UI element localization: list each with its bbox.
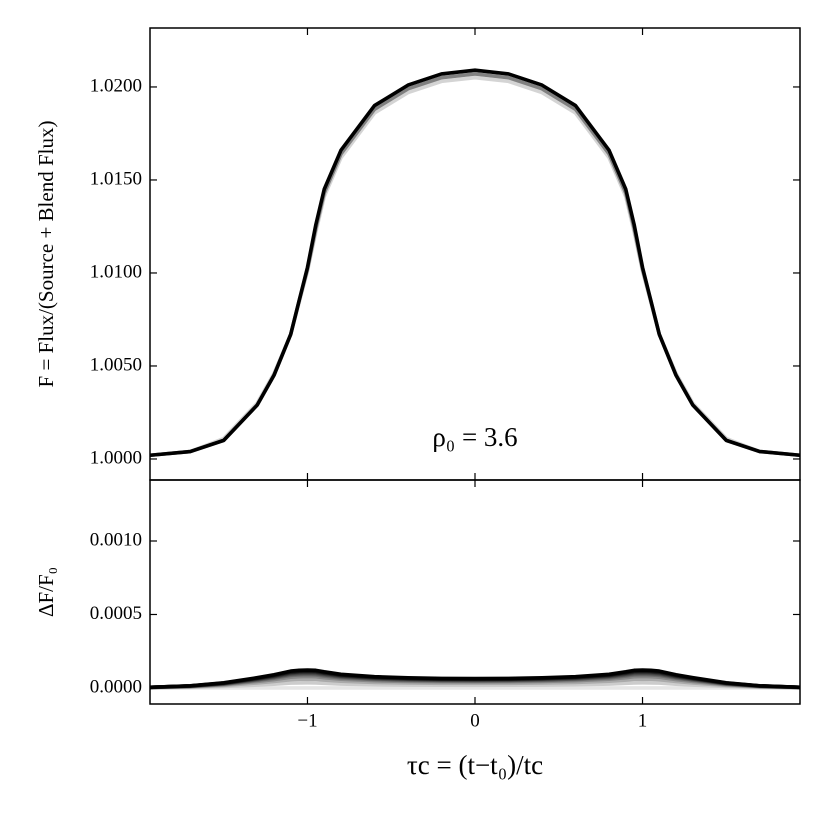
- y-tick-label: 1.0150: [90, 168, 142, 189]
- x-axis-label: τc = (t−t₀)/tc: [407, 750, 543, 780]
- y-axis-label: ΔF/F₀: [34, 567, 58, 617]
- y-axis-label: F = Flux/(Source + Blend Flux): [34, 121, 58, 388]
- y-tick-label: 0.0010: [90, 529, 142, 550]
- annotation: ρ₀ = 3.6: [432, 422, 517, 452]
- x-tick-label: 1: [638, 710, 648, 731]
- x-tick-label: 0: [470, 710, 480, 731]
- y-tick-label: 0.0000: [90, 676, 142, 697]
- series-line: [150, 68, 800, 458]
- y-tick-label: 1.0050: [90, 354, 142, 375]
- series-line: [150, 72, 800, 458]
- y-tick-label: 1.0200: [90, 75, 142, 96]
- y-tick-label: 0.0005: [90, 603, 142, 624]
- series-line: [150, 668, 800, 690]
- y-tick-label: 1.0100: [90, 261, 142, 282]
- y-tick-label: 1.0000: [90, 447, 142, 468]
- series-line: [150, 681, 800, 690]
- x-tick-label: −1: [297, 710, 317, 731]
- series-line: [150, 75, 800, 458]
- axes-frame: [149, 479, 801, 705]
